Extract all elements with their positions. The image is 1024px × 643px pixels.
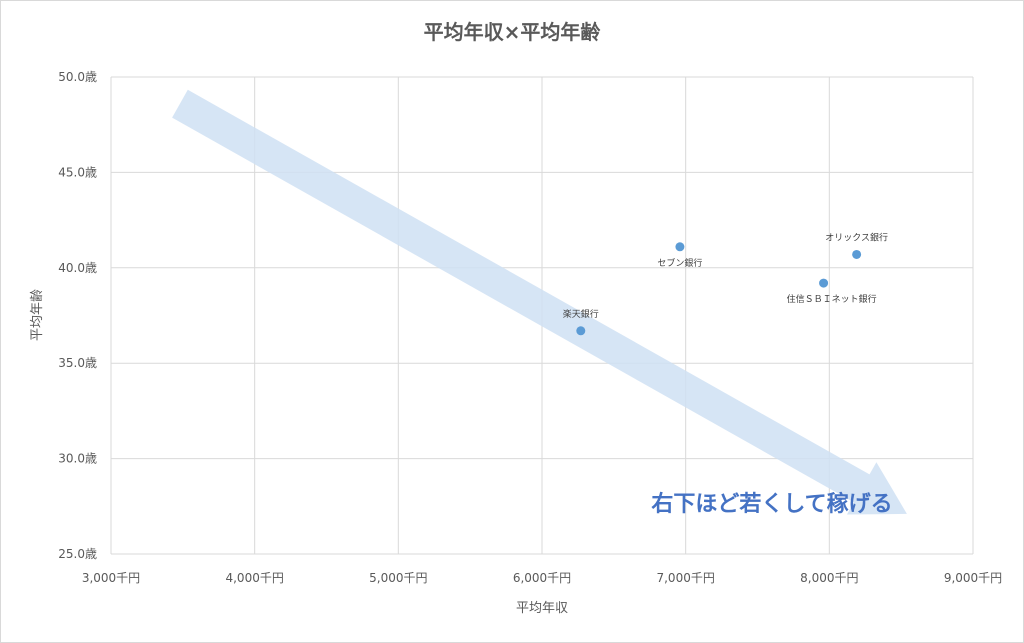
y-tick-label: 25.0歳 xyxy=(58,547,97,561)
x-tick-label: 5,000千円 xyxy=(369,571,427,585)
y-axis-title: 平均年齢 xyxy=(30,289,45,341)
x-tick-label: 4,000千円 xyxy=(225,571,283,585)
data-point xyxy=(819,278,829,288)
chart-title: 平均年収×平均年齢 xyxy=(424,20,602,44)
grid-lines xyxy=(110,76,974,555)
y-tick-label: 45.0歳 xyxy=(58,165,97,179)
trend-arrow xyxy=(172,89,907,515)
trend-arrow-layer xyxy=(172,89,907,515)
x-tick-label: 3,000千円 xyxy=(82,571,140,585)
x-tick-label: 9,000千円 xyxy=(944,571,1002,585)
x-tick-label: 7,000千円 xyxy=(656,571,714,585)
trend-annotation: 右下ほど若くして稼げる xyxy=(651,491,892,517)
x-tick-label: 6,000千円 xyxy=(513,571,571,585)
data-point-label: 楽天銀行 xyxy=(563,308,599,320)
x-tick-label: 8,000千円 xyxy=(800,571,858,585)
y-tick-label: 50.0歳 xyxy=(58,70,97,84)
data-point xyxy=(852,249,862,259)
data-point-label: セブン銀行 xyxy=(657,257,702,269)
tick-labels: 3,000千円 4,000千円 5,000千円 6,000千円 7,000千円 8,000… xyxy=(58,70,1002,585)
x-axis-title: 平均年収 xyxy=(516,601,568,616)
y-tick-label: 35.0歳 xyxy=(58,356,97,370)
data-point-label: 住信ＳＢＩネット銀行 xyxy=(787,293,877,305)
y-tick-label: 30.0歳 xyxy=(58,452,97,466)
y-tick-label: 40.0歳 xyxy=(58,261,97,275)
data-point xyxy=(576,326,586,336)
data-point-label: オリックス銀行 xyxy=(825,231,888,243)
data-point xyxy=(675,242,685,252)
